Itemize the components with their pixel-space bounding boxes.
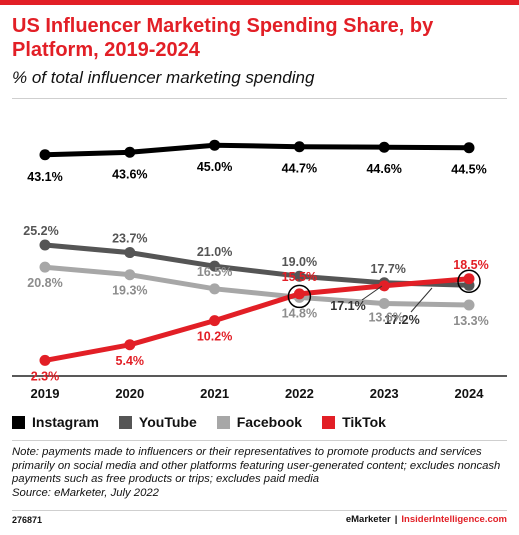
data-label-tiktok-2020: 5.4% [116, 354, 145, 368]
chart-id: 276871 [12, 515, 43, 525]
leader-line-youtube-2024 [410, 287, 433, 313]
data-label-instagram-2023: 44.6% [366, 162, 401, 176]
data-point-instagram-2024 [463, 142, 475, 154]
footer-brand: eMarketer | InsiderIntelligence.com [346, 514, 507, 525]
legend-swatch-instagram [12, 415, 25, 429]
leader-line-tiktok-2023 [361, 285, 383, 301]
data-label-youtube-2023: 17.7% [370, 262, 405, 276]
brand-name: eMarketer [345, 514, 391, 525]
header-divider [12, 98, 507, 99]
series-line-facebook [44, 264, 470, 308]
brand-separator: | [394, 514, 398, 525]
data-label-youtube-2019: 25.2% [23, 224, 58, 238]
data-point-tiktok-2021 [209, 315, 221, 327]
data-point-facebook-2020 [124, 269, 136, 281]
chart-subtitle: % of total influencer marketing spending [12, 68, 315, 87]
x-tick-label-2023: 2023 [370, 386, 399, 401]
x-tick-label-2019: 2019 [31, 386, 60, 401]
data-label-youtube-2024: 17.2% [384, 313, 419, 327]
x-tick-label-2022: 2022 [285, 386, 314, 401]
x-tick-label-2021: 2021 [200, 386, 229, 401]
data-point-tiktok-2024 [463, 273, 475, 285]
data-label-facebook-2023: 13.6% [368, 310, 403, 324]
data-label-facebook-2019: 20.8% [27, 276, 62, 290]
data-label-youtube-2022: 19.0% [282, 255, 317, 269]
series-line-instagram [44, 142, 470, 158]
data-label-facebook-2024: 13.3% [453, 314, 488, 328]
data-label-facebook-2021: 16.5% [197, 265, 232, 279]
data-point-instagram-2023 [378, 141, 390, 153]
chart-legend: Instagram YouTube Facebook TikTok [12, 414, 386, 430]
data-label-facebook-2022: 14.8% [282, 306, 317, 320]
data-point-facebook-2023 [378, 297, 390, 309]
data-label-youtube-2020: 23.7% [112, 232, 147, 246]
highlight-circle-2022 [287, 284, 312, 309]
data-label-instagram-2020: 43.6% [112, 167, 147, 181]
legend-swatch-tiktok [322, 415, 336, 429]
data-point-instagram-2019 [39, 149, 51, 161]
data-label-facebook-2020: 19.3% [112, 284, 147, 298]
x-tick-label-2024: 2024 [455, 386, 485, 401]
legend-label-tiktok: TikTok [342, 414, 386, 430]
data-point-tiktok-2023 [378, 280, 390, 292]
data-point-youtube-2020 [124, 247, 136, 259]
legend-label-facebook: Facebook [236, 414, 303, 430]
data-point-instagram-2022 [293, 141, 305, 153]
chart-note: Note: payments made to influencers or th… [12, 446, 508, 500]
legend-divider [12, 440, 507, 441]
x-tick-label-2020: 2020 [115, 386, 144, 401]
legend-label-instagram: Instagram [32, 414, 99, 430]
data-label-youtube-2021: 21.0% [197, 245, 232, 259]
data-label-tiktok-2023: 17.1% [330, 299, 365, 313]
data-point-facebook-2019 [39, 261, 51, 273]
data-point-tiktok-2022 [293, 288, 305, 300]
legend-item-tiktok: TikTok [322, 414, 386, 430]
data-point-tiktok-2019 [39, 354, 51, 366]
data-point-instagram-2021 [209, 139, 221, 151]
top-accent-bar [0, 0, 519, 5]
line-chart: 43.1% 43.6% 45.0% 44.7% 44.6% 44.5% 25.2% 23.7%… [12, 139, 507, 401]
chart-title: US Influencer Marketing Spending Share, … [12, 15, 434, 61]
data-label-instagram-2024: 44.5% [451, 163, 486, 177]
note-text: Note: payments made to influencers or th… [12, 446, 501, 486]
legend-swatch-facebook [216, 415, 230, 429]
data-point-facebook-2021 [209, 283, 221, 295]
data-label-instagram-2019: 43.1% [27, 170, 62, 184]
data-point-facebook-2024 [463, 299, 475, 311]
data-label-instagram-2022: 44.7% [282, 162, 317, 176]
data-label-tiktok-2024: 18.5% [453, 258, 488, 272]
series-line-tiktok [44, 276, 470, 363]
legend-item-facebook: Facebook [216, 414, 303, 430]
data-label-tiktok-2019: 2.3% [31, 369, 60, 383]
data-label-tiktok-2022: 15.5% [282, 270, 317, 284]
highlight-circle-2024 [457, 269, 481, 294]
data-point-instagram-2020 [124, 146, 136, 158]
data-label-tiktok-2021: 10.2% [197, 330, 232, 344]
legend-item-instagram: Instagram [12, 414, 99, 430]
legend-label-youtube: YouTube [138, 414, 197, 430]
data-label-instagram-2021: 45.0% [197, 160, 232, 174]
data-point-youtube-2022 [293, 270, 305, 282]
brand-site: InsiderIntelligence.com [401, 514, 507, 525]
legend-swatch-youtube [118, 415, 132, 429]
footer-divider [12, 510, 507, 511]
data-point-youtube-2021 [209, 260, 221, 272]
legend-item-youtube: YouTube [118, 414, 197, 430]
source-text: Source: eMarketer, July 2022 [12, 486, 159, 499]
data-point-youtube-2019 [39, 239, 51, 251]
data-point-tiktok-2020 [124, 339, 136, 351]
